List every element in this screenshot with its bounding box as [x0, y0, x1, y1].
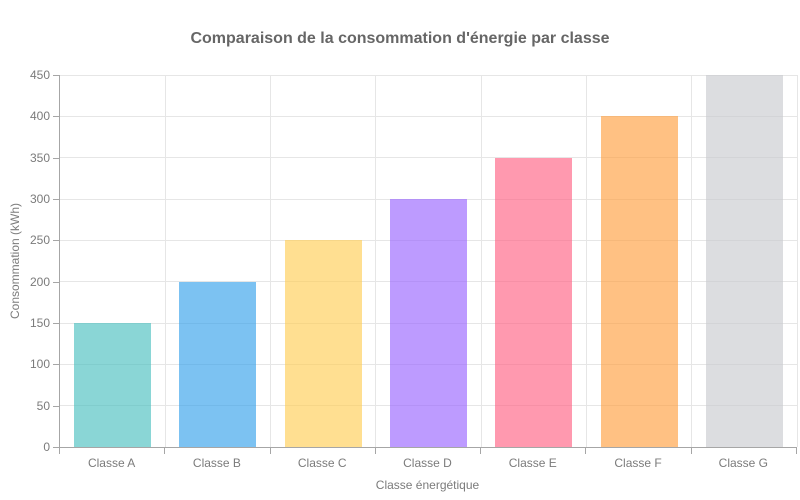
x-axis-title: Classe énergétique: [375, 478, 480, 492]
v-gridline-4: [480, 75, 482, 447]
y-tick-label-250: 250: [29, 233, 50, 248]
x-tick-mark-4: [480, 448, 482, 454]
y-tick-label-150: 150: [29, 316, 50, 330]
y-tick-mark-150: [53, 323, 59, 324]
x-tick-label-classe-f: Classe F: [614, 456, 662, 470]
x-tick-label-classe-c: Classe C: [297, 456, 347, 470]
x-tick-mark-0: [59, 448, 60, 454]
v-gridline-3: [375, 75, 377, 447]
y-tick-mark-200: [53, 281, 59, 283]
x-tick-label-classe-b: Classe B: [192, 456, 241, 470]
v-gridline-7: [796, 75, 798, 447]
h-gridline-350: [60, 157, 797, 159]
y-tick-mark-350: [53, 157, 59, 159]
v-gridline-1: [164, 75, 166, 447]
x-tick-mark-5: [585, 448, 587, 454]
plot-area: [59, 74, 798, 448]
bar-classe-b: [179, 281, 257, 447]
x-tick-label-classe-d: Classe D: [403, 456, 452, 470]
bar-classe-e: [495, 157, 573, 447]
bars-layer: [60, 75, 797, 447]
v-gridline-5: [585, 75, 587, 447]
y-tick-mark-250: [53, 240, 59, 242]
y-tick-label-300: 300: [29, 192, 50, 206]
y-tick-mark-450: [53, 75, 59, 76]
x-tick-label-classe-a: Classe A: [87, 456, 136, 470]
h-gridline-450: [60, 74, 797, 76]
y-tick-label-350: 350: [29, 150, 50, 165]
x-tick-mark-2: [269, 448, 271, 454]
v-gridline-6: [691, 75, 693, 447]
h-gridline-400: [60, 115, 797, 117]
y-tick-label-450: 450: [29, 68, 50, 82]
x-tick-mark-1: [164, 448, 166, 454]
bar-classe-d: [390, 199, 467, 447]
bar-classe-g: [705, 75, 783, 447]
bar-classe-f: [600, 116, 678, 447]
y-tick-mark-400: [53, 116, 59, 118]
chart-title: Comparaison de la consommation d'énergie…: [190, 30, 610, 47]
x-tick-label-classe-e: Classe E: [508, 456, 557, 470]
v-gridline-2: [270, 75, 272, 447]
y-tick-label-50: 50: [36, 398, 50, 413]
y-tick-label-100: 100: [29, 357, 50, 372]
y-tick-label-400: 400: [29, 109, 50, 124]
x-tick-mark-6: [690, 448, 692, 454]
x-tick-mark-3: [374, 448, 376, 454]
y-tick-label-0: 0: [43, 440, 50, 454]
bar-classe-c: [284, 240, 362, 447]
y-tick-mark-50: [53, 405, 59, 407]
y-tick-mark-100: [53, 364, 59, 366]
y-tick-mark-300: [53, 199, 59, 200]
bar-classe-a: [74, 323, 152, 447]
y-tick-mark-0: [53, 447, 59, 448]
y-tick-label-200: 200: [29, 274, 50, 289]
x-tick-label-classe-g: Classe G: [718, 456, 769, 470]
x-tick-mark-7: [796, 448, 797, 454]
y-axis-title: Consommation (kWh): [8, 202, 22, 320]
